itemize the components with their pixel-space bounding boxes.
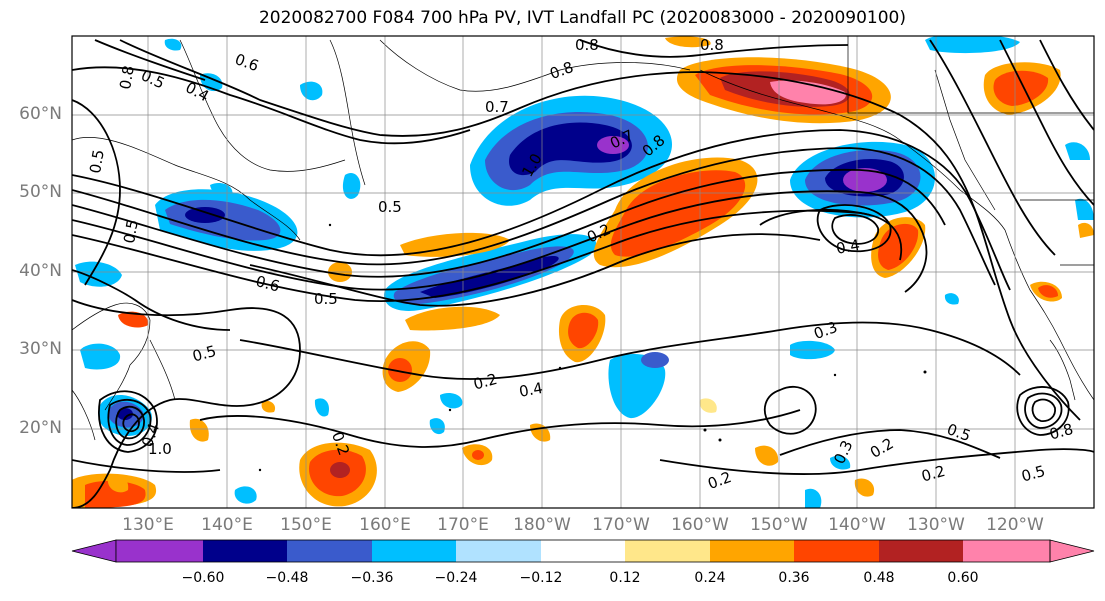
contour-label: 0.5	[378, 198, 402, 216]
coastlines	[72, 36, 1094, 441]
lon-label: 160°E	[359, 515, 411, 535]
contour-label: 0.8	[575, 36, 599, 54]
colorbar-bin	[710, 540, 794, 562]
colorbar-frame	[115, 539, 1051, 563]
colorbar-bin	[541, 540, 625, 562]
lat-label-30n: 30°N	[19, 339, 62, 359]
lon-label: 120°W	[986, 515, 1044, 535]
lon-label: 160°W	[671, 515, 729, 535]
colorbar-tick-label: −0.48	[265, 570, 309, 586]
colorbar-bin	[372, 540, 456, 562]
lat-label-60n: 60°N	[19, 104, 62, 124]
lon-label: 170°W	[592, 515, 650, 535]
colorbar	[71, 539, 1095, 563]
contour-label: 0.8	[700, 36, 724, 54]
colorbar-tick-label: 0.60	[947, 570, 979, 586]
colorbar-tick-label: −0.12	[519, 570, 563, 586]
lat-label-50n: 50°N	[19, 182, 62, 202]
colorbar-bin	[456, 540, 541, 562]
colorbar-min-arrow	[71, 539, 117, 563]
lon-label: 150°E	[280, 515, 332, 535]
lon-label: 140°W	[828, 515, 886, 535]
lon-label: 180°W	[513, 515, 571, 535]
contour-label: 0.4	[834, 235, 862, 258]
contour-label: 0.4	[517, 378, 545, 401]
colorbar-bin	[287, 540, 372, 562]
lat-label-40n: 40°N	[19, 261, 62, 281]
map-title: 2020082700 F084 700 hPa PV, IVT Landfall…	[258, 8, 906, 28]
pv-contours	[72, 39, 1094, 508]
lon-label: 130°E	[122, 515, 174, 535]
colorbar-tick-label: −0.60	[181, 570, 225, 586]
colorbar-bin	[794, 540, 879, 562]
colorbar-bin	[203, 540, 287, 562]
contour-label: 0.5	[120, 218, 142, 245]
contour-label: 0.5	[314, 290, 338, 308]
colorbar-max-arrow	[1049, 539, 1095, 563]
colorbar-tick-label: 0.48	[863, 570, 895, 586]
lon-label: 170°E	[437, 515, 489, 535]
colorbar-tick-label: −0.24	[434, 570, 478, 586]
colorbar-bin	[116, 540, 203, 562]
colorbar-bin	[625, 540, 710, 562]
contour-label: 1.0	[148, 440, 172, 458]
contour-label: 0.5	[86, 148, 108, 175]
map-border	[71, 35, 1095, 509]
colorbar-tick-label: 0.36	[778, 570, 810, 586]
small-islands	[258, 223, 927, 472]
colorbar-tick-label: 0.24	[694, 570, 726, 586]
lon-label: 140°E	[201, 515, 253, 535]
colorbar-tick-label: 0.12	[609, 570, 641, 586]
contour-label: 0.7	[485, 98, 509, 116]
contour-label: 0.8	[116, 64, 138, 91]
colorbar-bin	[963, 540, 1050, 562]
lat-label-20n: 20°N	[19, 418, 62, 438]
colorbar-bin	[879, 540, 963, 562]
colorbar-tick-label: −0.36	[350, 570, 394, 586]
positive-anomaly-shading	[72, 36, 1094, 508]
lon-label: 150°W	[750, 515, 808, 535]
lon-label: 130°W	[907, 515, 965, 535]
gridlines	[72, 36, 1094, 508]
